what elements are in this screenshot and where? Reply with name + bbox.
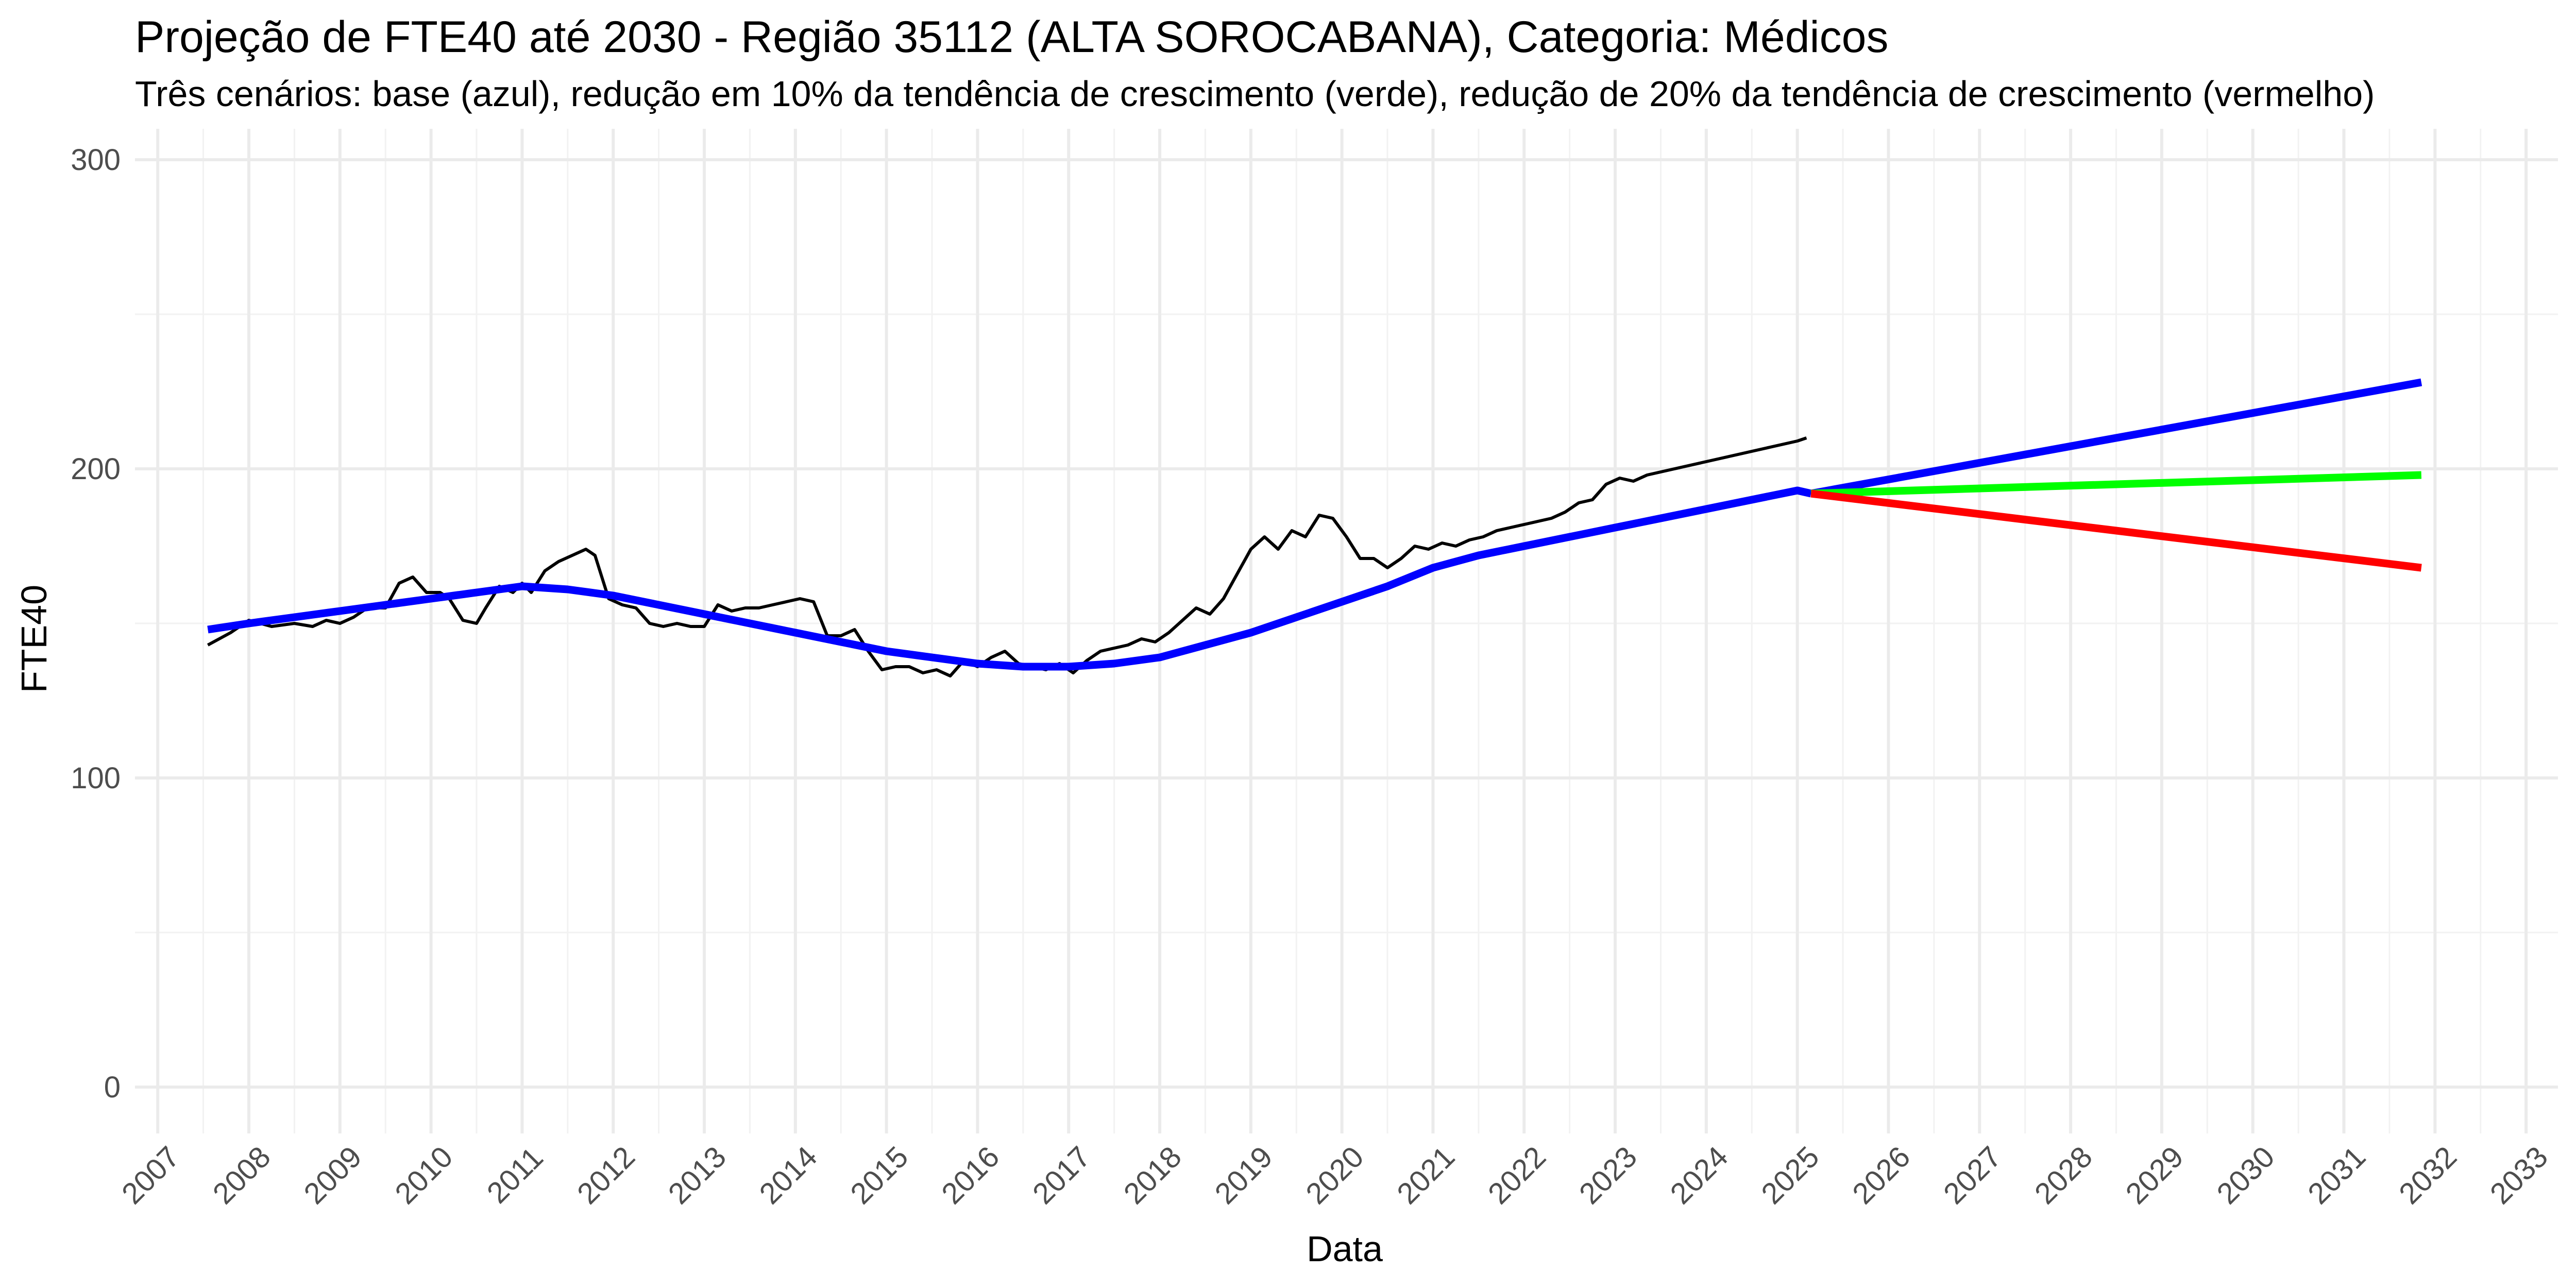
x-tick-label: 2032 — [2393, 1140, 2463, 1211]
x-tick-label: 2018 — [1117, 1140, 1188, 1211]
x-tick-label: 2026 — [1846, 1140, 1917, 1211]
series-layer — [207, 378, 2422, 677]
x-tick-label: 2025 — [1755, 1140, 1825, 1211]
x-tick-label: 2021 — [1391, 1140, 1461, 1211]
red-scenario-line — [1810, 489, 2422, 572]
x-tick-label: 2027 — [1937, 1140, 2008, 1211]
x-tick-label: 2019 — [1208, 1140, 1279, 1211]
grid-minor — [135, 129, 2558, 1133]
x-tick-label: 2007 — [115, 1140, 186, 1211]
x-axis-title: Data — [1307, 1229, 1383, 1269]
x-tick-label: 2020 — [1299, 1140, 1370, 1211]
grid-major — [135, 129, 2558, 1133]
x-tick-label: 2022 — [1482, 1140, 1552, 1211]
x-tick-label: 2013 — [662, 1140, 733, 1211]
blue-fitted-series-line — [207, 486, 1812, 671]
x-tick-label: 2017 — [1026, 1140, 1097, 1211]
observed-series-line — [207, 436, 1807, 677]
x-tick-label: 2010 — [388, 1140, 459, 1211]
x-tick-label: 2030 — [2210, 1140, 2281, 1211]
x-axis-ticks: 2007 2008 2009 2010 2011 2012 2013 2014 2015 2016… — [115, 1140, 2554, 1211]
x-tick-label: 2023 — [1573, 1140, 1643, 1211]
x-tick-label: 2014 — [753, 1140, 823, 1211]
x-tick-label: 2011 — [481, 1141, 550, 1210]
chart-subtitle: Três cenários: base (azul), redução em 1… — [135, 74, 2375, 114]
y-tick-label: 100 — [71, 761, 121, 795]
chart-title: Projeção de FTE40 até 2030 - Região 3511… — [135, 12, 1889, 62]
x-tick-label: 2024 — [1664, 1140, 1734, 1211]
y-axis-title: FTE40 — [14, 585, 54, 693]
y-axis-ticks: 0 100 200 300 — [71, 143, 121, 1104]
x-tick-label: 2015 — [844, 1140, 914, 1211]
x-tick-label: 2029 — [2120, 1140, 2190, 1211]
x-tick-label: 2009 — [297, 1140, 368, 1211]
green-scenario-line — [1810, 471, 2422, 498]
x-tick-label: 2016 — [935, 1140, 1006, 1211]
x-tick-label: 2012 — [571, 1140, 641, 1211]
x-tick-label: 2028 — [2028, 1140, 2099, 1211]
x-tick-label: 2031 — [2301, 1140, 2372, 1211]
x-tick-label: 2008 — [207, 1140, 277, 1211]
y-tick-label: 200 — [71, 452, 121, 486]
blue-base-scenario-line — [1810, 378, 2422, 498]
y-tick-label: 300 — [71, 143, 121, 177]
x-tick-label: 2033 — [2484, 1140, 2554, 1211]
y-tick-label: 0 — [104, 1071, 121, 1104]
